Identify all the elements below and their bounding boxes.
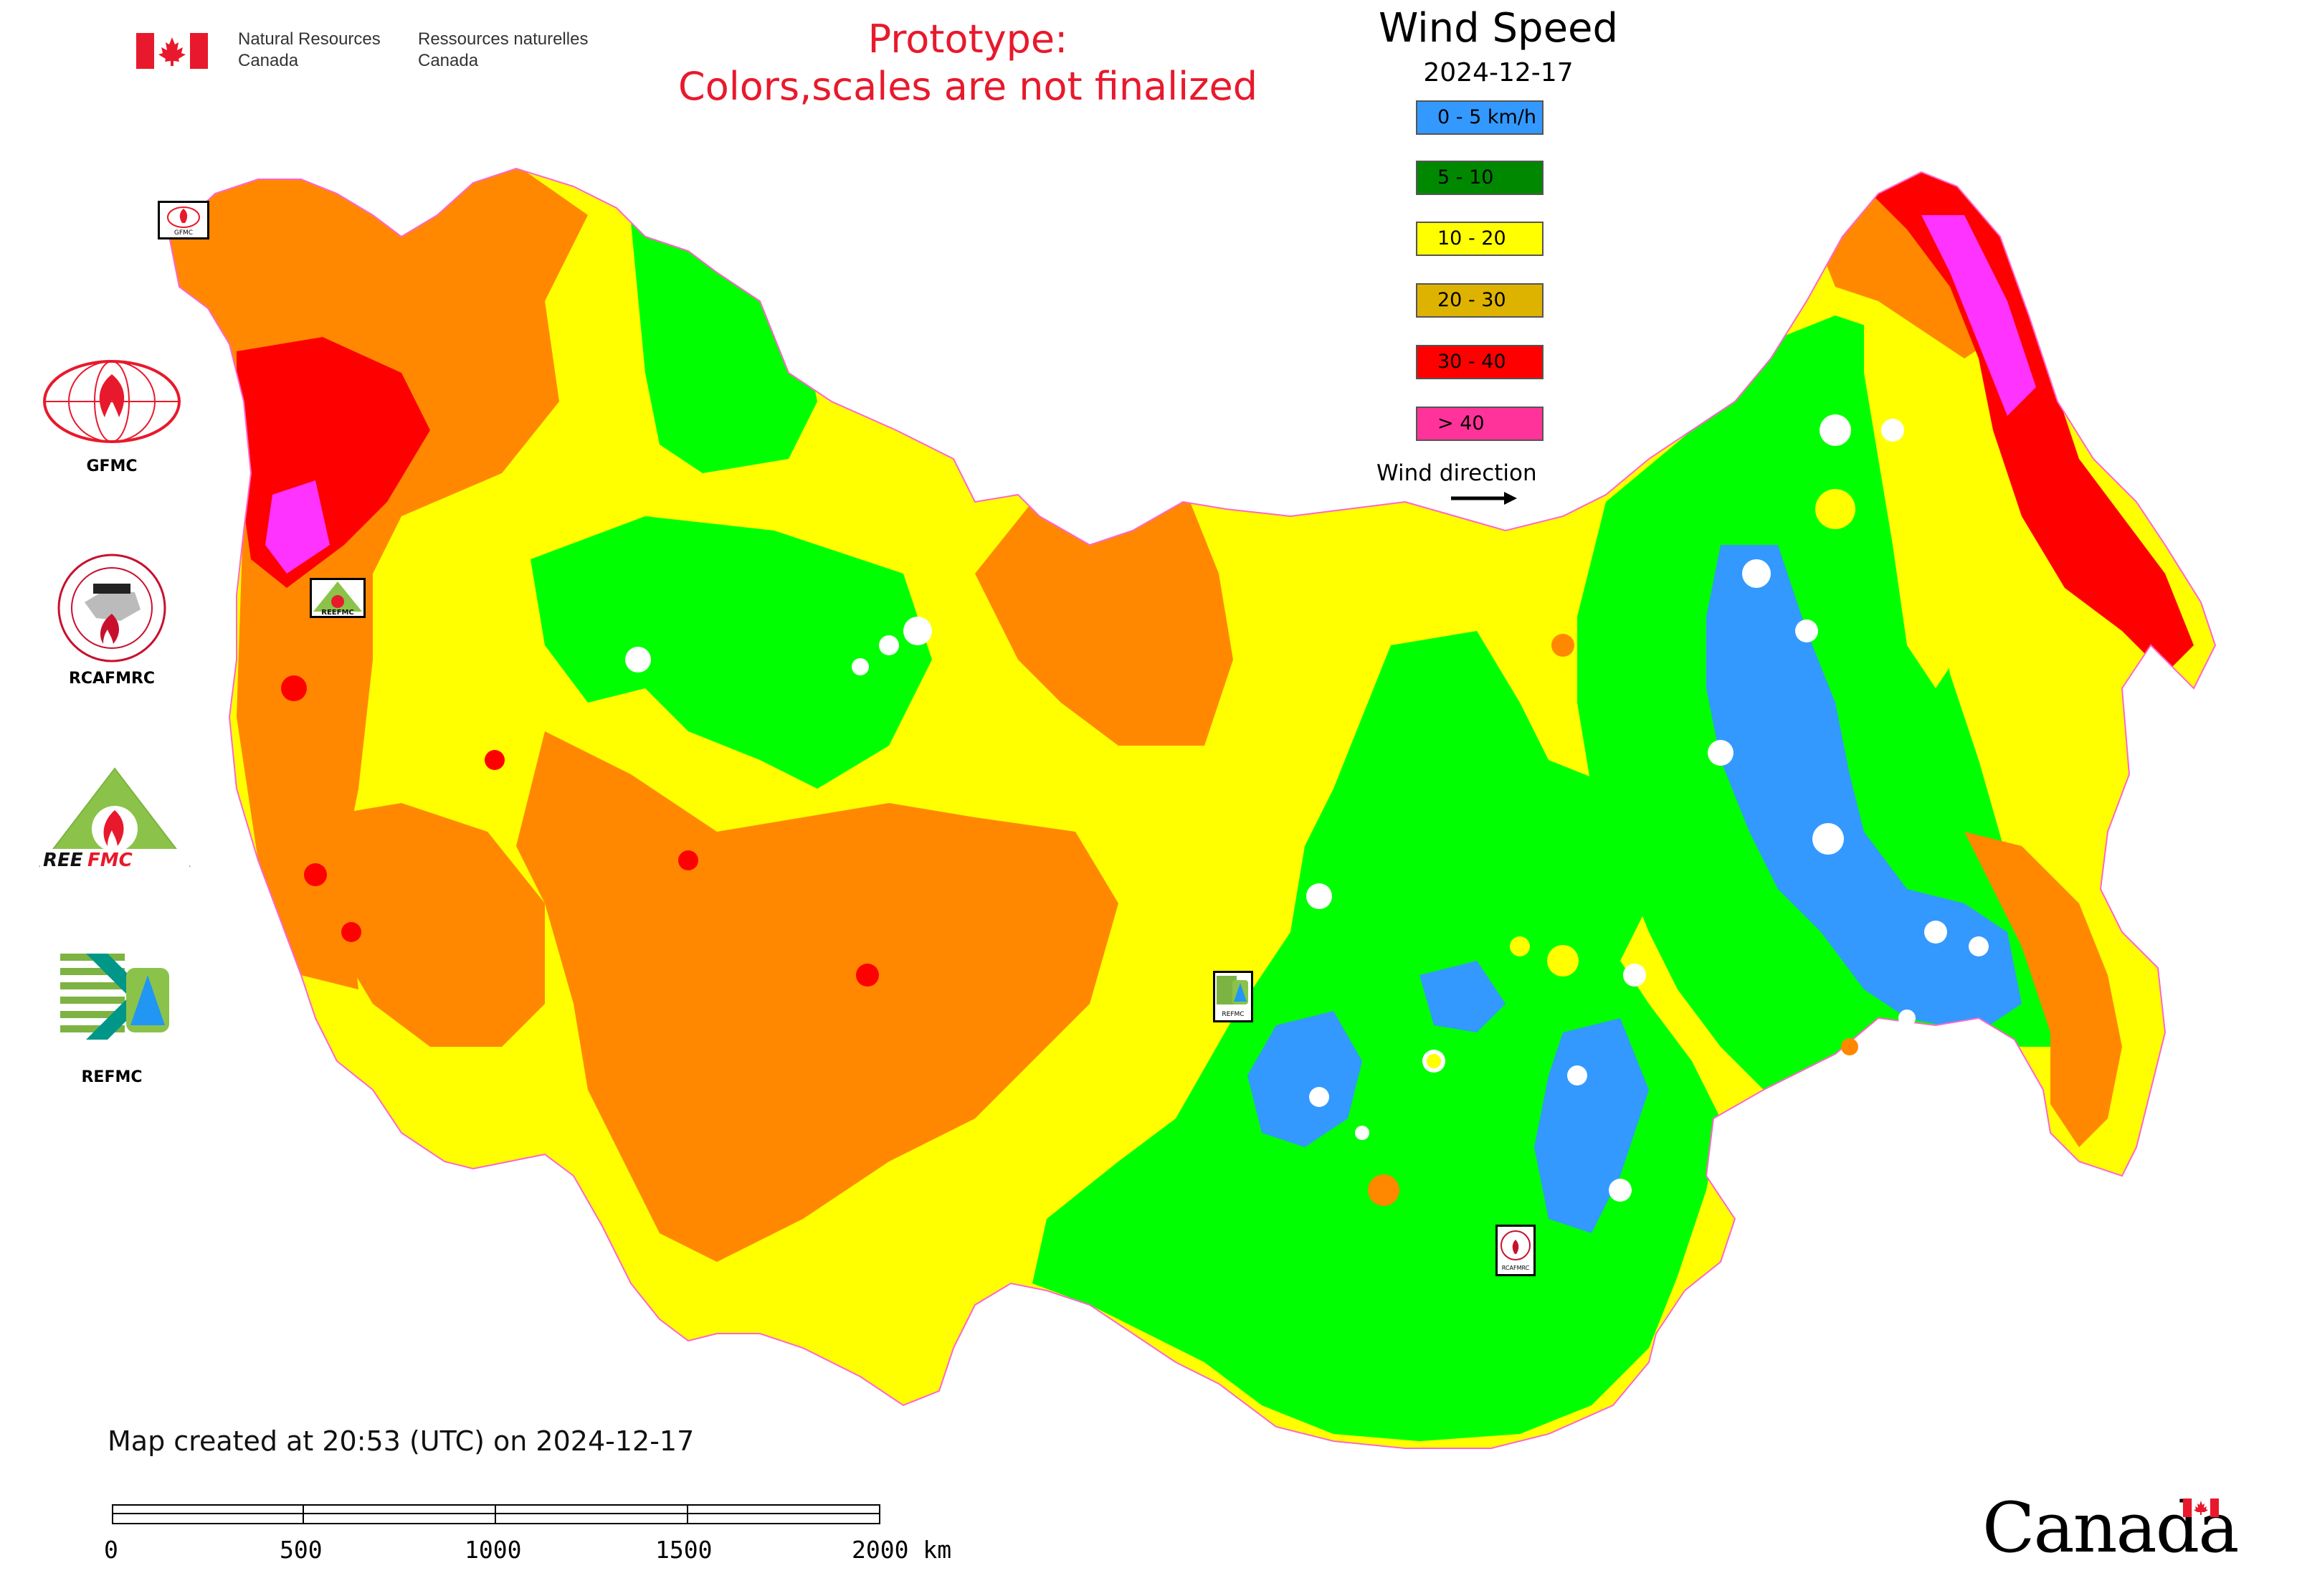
calm-spot-0 xyxy=(903,617,932,645)
svg-text:REEFMC: REEFMC xyxy=(321,609,353,616)
red-pocket-2 xyxy=(856,964,879,987)
calm-spot-7 xyxy=(1795,619,1818,642)
wind-zone-blue-central xyxy=(1419,961,1506,1032)
wind-direction-arrow-icon xyxy=(1451,492,1517,505)
yellow-pocket-3 xyxy=(1510,936,1530,956)
logo-label-rcafmrc: RCAFMRC xyxy=(68,670,156,688)
wind-zone-orange-kazakh xyxy=(315,803,545,1047)
wind-zone-green-central-north xyxy=(531,516,932,789)
scale-label-1500: 1500 xyxy=(655,1536,713,1564)
wind-zone-blue-baikal-west xyxy=(1247,1011,1362,1147)
canada-wordmark: Canada xyxy=(1982,1488,2239,1568)
svg-text:RCAFMRC: RCAFMRC xyxy=(1502,1265,1530,1271)
agency-name-en: Natural Resources Canada xyxy=(238,29,381,70)
red-pocket-5 xyxy=(281,675,307,701)
calm-spot-4 xyxy=(1820,414,1851,446)
calm-spot-12 xyxy=(1898,1010,1916,1027)
wind-zone-orange-central xyxy=(516,731,1118,1262)
calm-spot-2 xyxy=(625,647,651,673)
calm-spot-5 xyxy=(1881,419,1904,442)
calm-spot-18 xyxy=(1306,883,1332,909)
legend-date: 2024-12-17 xyxy=(1423,58,1574,87)
calm-spot-19 xyxy=(1623,964,1646,987)
red-pocket-0 xyxy=(485,750,505,770)
wind-zone-green-siberia xyxy=(1032,631,1721,1441)
orange-pocket-2 xyxy=(1841,1038,1858,1055)
legend-item-10-20: 10 - 20 xyxy=(1416,222,1544,256)
calm-spot-14 xyxy=(1309,1087,1329,1107)
red-pocket-4 xyxy=(341,922,361,942)
red-pocket-3 xyxy=(304,863,327,886)
wind-zone-green-northwest xyxy=(631,222,817,473)
legend-item-5-10: 5 - 10 xyxy=(1416,161,1544,195)
rcafmrc-logo-icon xyxy=(57,554,166,662)
orange-pocket-0 xyxy=(1551,634,1574,657)
svg-text:REFMC: REFMC xyxy=(1222,1011,1244,1018)
calm-spot-10 xyxy=(1924,921,1947,944)
map-created-timestamp: Map created at 20:53 (UTC) on 2024-12-17 xyxy=(108,1425,695,1457)
wind-zone-magenta-west xyxy=(265,480,330,574)
red-pocket-6 xyxy=(291,434,311,455)
scale-label-1000: 1000 xyxy=(465,1536,522,1564)
yellow-pocket-2 xyxy=(1427,1054,1441,1068)
legend-item-20-30: 20 - 30 xyxy=(1416,283,1544,318)
scale-label-500: 500 xyxy=(280,1536,323,1564)
reefmc-logo-icon: REE FMC xyxy=(38,767,191,871)
legend-title: Wind Speed xyxy=(1378,5,1619,52)
calm-spot-17 xyxy=(1609,1179,1632,1202)
logo-label-refmc: REFMC xyxy=(81,1068,143,1086)
refmc-logo-icon xyxy=(59,948,171,1045)
calm-spot-6 xyxy=(1742,559,1771,588)
wind-zone-orange-sakhalin xyxy=(1964,832,2122,1147)
calm-spot-8 xyxy=(1708,740,1733,766)
calm-spot-11 xyxy=(1969,936,1989,956)
scale-label-0: 0 xyxy=(104,1536,118,1564)
calm-spot-9 xyxy=(1812,823,1844,855)
scale-bar xyxy=(112,1504,880,1524)
calm-spot-3 xyxy=(852,658,869,675)
svg-text:REE: REE xyxy=(43,850,83,871)
red-pocket-1 xyxy=(678,850,698,870)
calm-spot-16 xyxy=(1355,1126,1369,1140)
yellow-pocket-1 xyxy=(1547,945,1579,977)
agency-name-fr: Ressources naturelles Canada xyxy=(418,29,589,70)
gfmc-logo-icon xyxy=(43,360,181,443)
calm-spot-1 xyxy=(879,635,899,655)
wind-zone-blue-lena xyxy=(1706,545,2022,1032)
legend-item-0-5: 0 - 5 km/h xyxy=(1416,100,1544,135)
wind-zone-magenta-kamchatka xyxy=(1921,215,2036,416)
map-marker-gfmc: GFMC xyxy=(158,201,209,239)
scale-label-2000: 2000 km xyxy=(852,1536,952,1564)
orange-pocket-1 xyxy=(1368,1174,1399,1206)
canada-flag-icon xyxy=(136,33,208,69)
wind-zone-red-kamchatka xyxy=(1864,168,2194,674)
legend-item-over-40: > 40 xyxy=(1416,407,1544,441)
wind-zone-yellow-fareast-coast xyxy=(1864,272,1979,688)
wind-zone-orange-yamal xyxy=(975,473,1233,746)
legend-item-30-40: 30 - 40 xyxy=(1416,345,1544,379)
logo-label-gfmc: GFMC xyxy=(86,457,138,475)
wind-zone-blue-baikal-east xyxy=(1534,1018,1649,1233)
svg-text:GFMC: GFMC xyxy=(174,229,193,237)
map-marker-reefmc: REEFMC xyxy=(310,578,366,618)
svg-text:FMC: FMC xyxy=(87,850,133,871)
map-marker-refmc: REFMC xyxy=(1213,971,1253,1022)
yellow-pocket-0 xyxy=(1815,489,1855,529)
calm-spot-13 xyxy=(1567,1065,1587,1086)
canada-wordmark-flag-icon xyxy=(2183,1498,2219,1517)
wind-direction-label: Wind direction xyxy=(1376,460,1537,486)
map-marker-rcafmrc: RCAFMRC xyxy=(1495,1225,1536,1276)
prototype-notice: Prototype: Colors,scales are not finaliz… xyxy=(678,16,1257,109)
